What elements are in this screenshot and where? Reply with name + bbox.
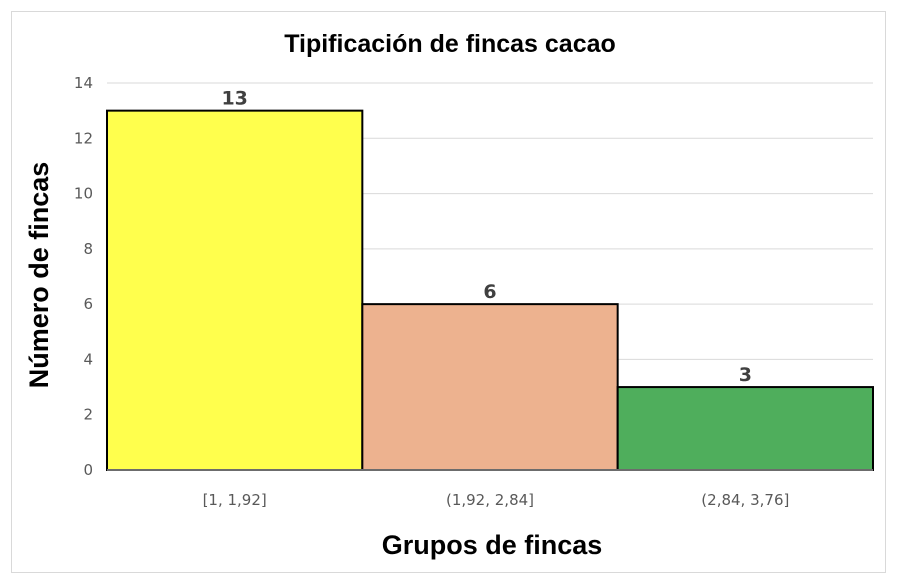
- data-label: 3: [739, 364, 752, 386]
- x-axis-categories: [1, 1,92] (1,92, 2,84] (2,84, 3,76]: [203, 491, 790, 509]
- chart-title: Tipificación de fincas cacao: [284, 30, 616, 58]
- bar: [616, 386, 875, 472]
- y-tick-label: 2: [83, 406, 93, 424]
- x-category-label: [1, 1,92]: [203, 491, 267, 509]
- x-axis-title: Grupos de fincas: [382, 530, 603, 560]
- y-tick-label: 12: [74, 129, 93, 147]
- y-tick-label: 14: [74, 74, 93, 92]
- bar: [361, 303, 619, 471]
- data-labels: 13 6 3: [221, 88, 752, 386]
- x-category-label: (2,84, 3,76]: [701, 491, 789, 509]
- bar: [106, 109, 364, 472]
- y-tick-label: 10: [74, 185, 93, 203]
- x-category-label: (1,92, 2,84]: [446, 491, 534, 509]
- y-tick-label: 6: [83, 295, 93, 313]
- y-axis-title: Número de fincas: [24, 162, 54, 389]
- y-tick-label: 0: [83, 461, 93, 479]
- y-tick-label: 4: [83, 350, 93, 368]
- y-axis-ticks: 0 2 4 6 8 10 12 14: [74, 74, 93, 479]
- y-tick-label: 8: [83, 240, 93, 258]
- data-label: 6: [483, 281, 496, 303]
- bars: [106, 109, 875, 472]
- data-label: 13: [221, 88, 247, 110]
